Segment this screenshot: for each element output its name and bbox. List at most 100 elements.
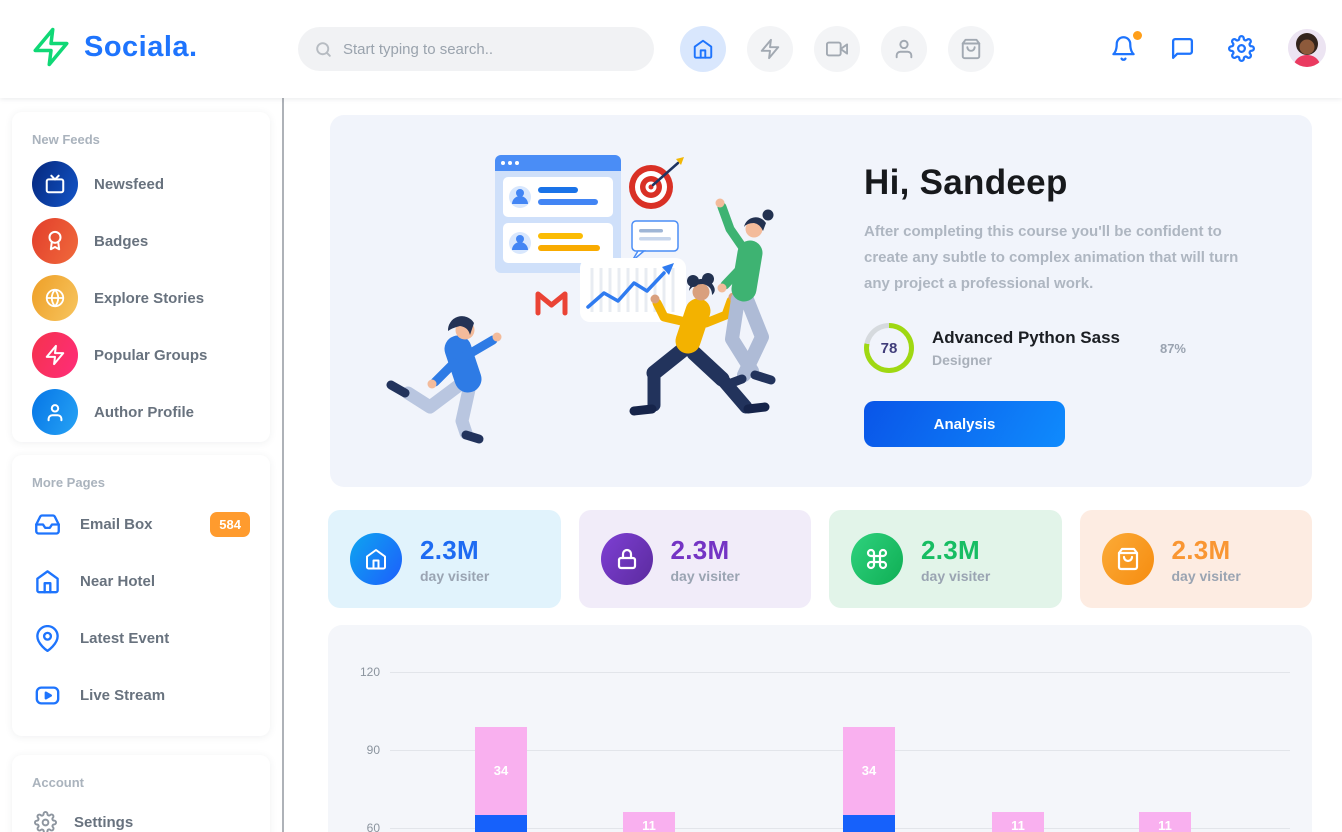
stat-card-visitors-green[interactable]: 2.3M day visiter [829,510,1062,608]
nav-video-button[interactable] [814,26,860,72]
app-logo[interactable]: Sociala. [30,26,198,68]
logo-bolt-icon [30,26,72,68]
sidebar-item-label: Email Box [80,515,153,533]
nav-home-button[interactable] [680,26,726,72]
sidebar-item-badges[interactable]: Badges [32,218,250,264]
section-title: More Pages [32,475,105,490]
hero-illustration [386,155,776,444]
sidebar-item-near-hotel[interactable]: Near Hotel [32,561,250,601]
sidebar-item-label: Badges [94,232,149,250]
course-row: 78 Advanced Python Sass Designer 87% [864,323,1186,373]
sidebar-scrollbar[interactable] [282,98,284,832]
stat-label: day visiter [921,567,991,584]
search-icon [314,40,333,59]
stat-label: day visiter [420,567,490,584]
sidebar-item-email-box[interactable]: Email Box 584 [32,504,250,544]
sidebar-item-label: Author Profile [94,403,194,421]
nav-profile-button[interactable] [881,26,927,72]
shopping-bag-icon [960,38,982,60]
illus-speech-bubble [631,220,679,262]
hero-description: After completing this course you'll be c… [864,223,1239,292]
illus-trend-panel [580,258,686,322]
user-icon [32,389,78,435]
progress-value: 78 [869,328,909,368]
bar-segment-top[interactable]: 34 [843,726,895,815]
settings-button[interactable] [1228,34,1255,62]
primary-nav [680,26,994,72]
logo-text: Sociala. [84,30,198,63]
visitors-chart: 120 90 60 34 11 34 11 11 [328,625,1312,832]
email-count-badge: 584 [210,511,250,537]
course-title: Advanced Python Sass [932,328,1121,347]
sidebar-item-newsfeed[interactable]: Newsfeed [32,161,250,207]
sidebar-item-label: Newsfeed [94,175,165,193]
zap-icon [759,38,781,60]
bar-segment-top[interactable]: 11 [992,812,1044,832]
chart-bar[interactable]: 34 [475,625,527,832]
messages-button[interactable] [1170,36,1195,61]
nav-shop-button[interactable] [948,26,994,72]
stat-card-visitors-purple[interactable]: 2.3M day visiter [578,510,811,608]
y-axis-tick: 120 [359,665,380,679]
sidebar-item-latest-event[interactable]: Latest Event [32,618,250,658]
course-meta: Advanced Python Sass Designer [932,328,1120,368]
stat-card-visitors-blue[interactable]: 2.3M day visiter [328,510,561,608]
lock-icon [600,533,653,585]
inbox-icon [32,511,62,538]
chart-bar[interactable]: 11 [992,625,1044,832]
chat-bubble-icon [1170,36,1195,61]
sidebar-item-label: Settings [74,813,134,831]
bar-segment-bottom[interactable] [475,815,527,832]
section-title: Account [32,775,84,790]
course-percent: 87% [1159,340,1186,356]
bar-segment-top[interactable]: 11 [623,812,675,832]
notifications-button[interactable] [1110,30,1142,62]
sidebar-item-label: Explore Stories [94,289,205,307]
gridline-60 [390,828,1290,829]
sidebar-item-label: Popular Groups [94,346,208,364]
sidebar-item-live-stream[interactable]: Live Stream [32,675,250,715]
sidebar-item-label: Near Hotel [80,572,156,590]
illus-person-right [715,198,776,390]
sidebar-item-explore-stories[interactable]: Explore Stories [32,275,250,321]
home-icon [350,533,402,585]
user-avatar[interactable] [1288,29,1326,67]
nav-stories-button[interactable] [747,26,793,72]
section-title: New Feeds [32,132,100,147]
globe-icon [32,275,78,321]
bar-segment-top[interactable]: 11 [1139,812,1191,832]
map-pin-icon [32,624,62,652]
play-square-icon [32,682,62,709]
home-icon [692,38,714,60]
video-camera-icon [826,38,848,60]
hero-greeting: Hi, Sandeep [864,163,1068,202]
stat-value: 2.3M [921,534,981,565]
chart-bar[interactable]: 11 [1139,625,1191,832]
hero-content: Hi, Sandeep After completing this course… [864,163,1284,447]
command-icon [851,533,903,585]
search-input[interactable] [343,40,638,58]
app-header: Sociala. [0,0,1342,98]
sidebar-item-label: Latest Event [80,629,170,647]
stat-card-visitors-orange[interactable]: 2.3M day visiter [1079,510,1312,608]
bar-segment-top[interactable]: 34 [475,726,527,815]
illus-person-middle [629,273,770,416]
y-axis-tick: 90 [366,743,380,757]
chart-bar[interactable]: 11 [623,625,675,832]
illus-target [629,157,684,209]
stat-value: 2.3M [420,534,480,565]
home-icon [32,568,62,595]
tv-icon [32,161,78,207]
gear-icon [32,810,58,832]
sidebar-item-author-profile[interactable]: Author Profile [32,389,250,435]
hero-card: Hi, Sandeep After completing this course… [330,115,1312,487]
bar-segment-bottom[interactable] [843,815,895,832]
sidebar-item-settings[interactable]: Settings [32,804,250,832]
chart-bar[interactable]: 34 [843,625,895,832]
sidebar-item-popular-groups[interactable]: Popular Groups [32,332,250,378]
course-role: Designer [932,352,992,368]
user-icon [893,38,915,60]
analysis-button[interactable]: Analysis [864,401,1065,447]
search-bar[interactable] [298,27,654,71]
